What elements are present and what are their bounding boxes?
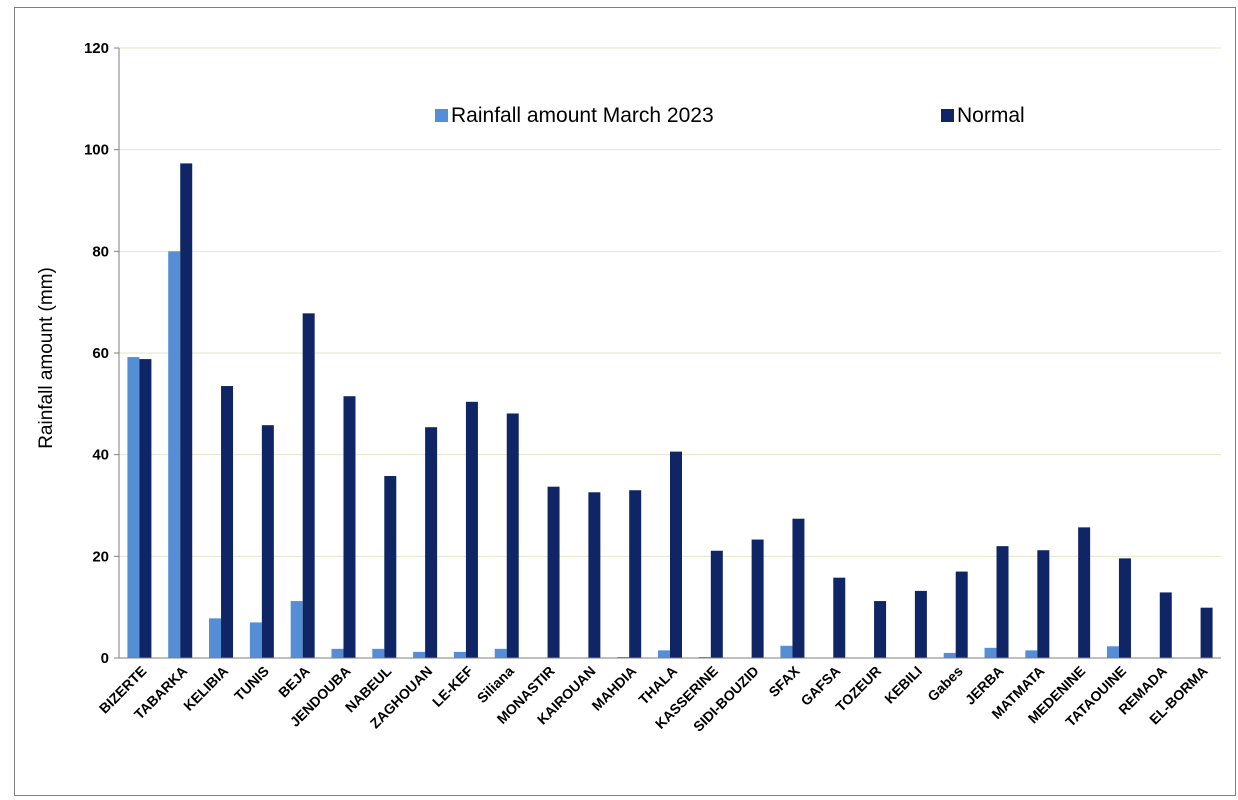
legend: Rainfall amount March 2023 Normal <box>435 104 1025 127</box>
y-tick-label: 0 <box>101 650 109 667</box>
bar-normal-tataouine <box>1118 558 1131 658</box>
bar-rainfall-le-kef <box>453 651 466 658</box>
bar-rainfall-matmata <box>1025 650 1038 658</box>
y-tick-label: 80 <box>92 243 109 260</box>
bar-rainfall-jerba <box>984 647 997 658</box>
bar-normal-monastir <box>547 486 560 658</box>
x-tick-label: KEBILI <box>881 663 925 707</box>
y-axis-ticks: 0 20 40 60 80 100 120 <box>84 40 119 667</box>
bar-rainfall-tataouine <box>1106 646 1119 658</box>
bar-rainfall-siliana <box>494 648 507 658</box>
x-tick-label: MAHDIA <box>588 663 639 714</box>
bar-normal-kelibia <box>221 386 234 658</box>
bar-rainfall-beja <box>290 601 303 658</box>
bar-normal-beja <box>302 313 315 658</box>
bar-normal-bizerte <box>139 359 152 658</box>
bar-normal-sfax <box>792 518 805 658</box>
x-tick-label: TOZEUR <box>832 663 884 715</box>
y-tick-label: 120 <box>84 40 109 57</box>
bar-normal-siliana <box>506 413 519 658</box>
bar-normal-kasserine <box>710 550 723 658</box>
bar-rainfall-zaghouan <box>413 651 426 658</box>
bar-normal-kairouan <box>588 492 601 658</box>
bars <box>127 163 1213 659</box>
legend-label-rainfall: Rainfall amount March 2023 <box>451 104 714 127</box>
bar-normal-gabes <box>955 571 968 658</box>
x-tick-label: SFAX <box>765 662 803 700</box>
bar-normal-el-borma <box>1200 607 1213 658</box>
y-tick-label: 40 <box>92 447 109 464</box>
chart-area: 0 20 40 60 80 100 120 BIZERTE TABARKA KELIBIA TUN… <box>14 7 1236 796</box>
bar-normal-nabeul <box>384 476 397 658</box>
bar-normal-matmata <box>1037 550 1050 658</box>
bar-rainfall-thala <box>658 650 670 658</box>
bar-normal-zaghouan <box>425 427 438 658</box>
bar-normal-thala <box>670 451 682 658</box>
bar-rainfall-nabeul <box>372 648 385 658</box>
bar-normal-sidi-bouzid <box>751 539 764 658</box>
bar-rainfall-sfax <box>780 645 793 658</box>
y-tick-label: 100 <box>84 142 109 159</box>
bar-rainfall-bizerte <box>127 357 140 658</box>
bar-rainfall-mahdia <box>617 656 630 658</box>
bar-rainfall-tunis <box>249 622 262 658</box>
bar-rainfall-kasserine <box>698 656 711 658</box>
bar-normal-remada <box>1159 592 1172 658</box>
x-tick-label: LE-KEF <box>429 662 476 709</box>
bar-normal-mahdia <box>629 490 642 658</box>
x-tick-label: BEJA <box>275 663 313 701</box>
bar-normal-le-kef <box>465 401 478 658</box>
bar-normal-tozeur <box>874 601 887 658</box>
y-tick-label: 60 <box>92 345 109 362</box>
bar-normal-medenine <box>1078 527 1091 658</box>
bar-rainfall-jendouba <box>331 648 344 658</box>
x-tick-label: KELIBIA <box>180 663 231 714</box>
axes <box>118 48 1221 659</box>
x-tick-label: Gabes <box>924 663 966 705</box>
y-tick-label: 20 <box>92 548 109 565</box>
legend-label-normal: Normal <box>957 104 1025 127</box>
legend-swatch-rainfall <box>435 109 448 122</box>
bar-rainfall-gabes <box>943 652 956 658</box>
bar-normal-kebili <box>914 590 927 658</box>
bar-normal-gafsa <box>833 577 846 658</box>
bar-rainfall-kelibia <box>209 618 222 658</box>
x-tick-label: TUNIS <box>231 663 272 704</box>
y-axis-title: Rainfall amount (mm) <box>36 267 57 449</box>
bar-normal-tabarka <box>180 163 193 658</box>
bar-normal-jendouba <box>343 396 356 658</box>
bar-normal-jerba <box>996 546 1009 658</box>
bar-normal-tunis <box>261 425 274 658</box>
bar-rainfall-tabarka <box>168 251 181 659</box>
legend-swatch-normal <box>941 109 954 122</box>
